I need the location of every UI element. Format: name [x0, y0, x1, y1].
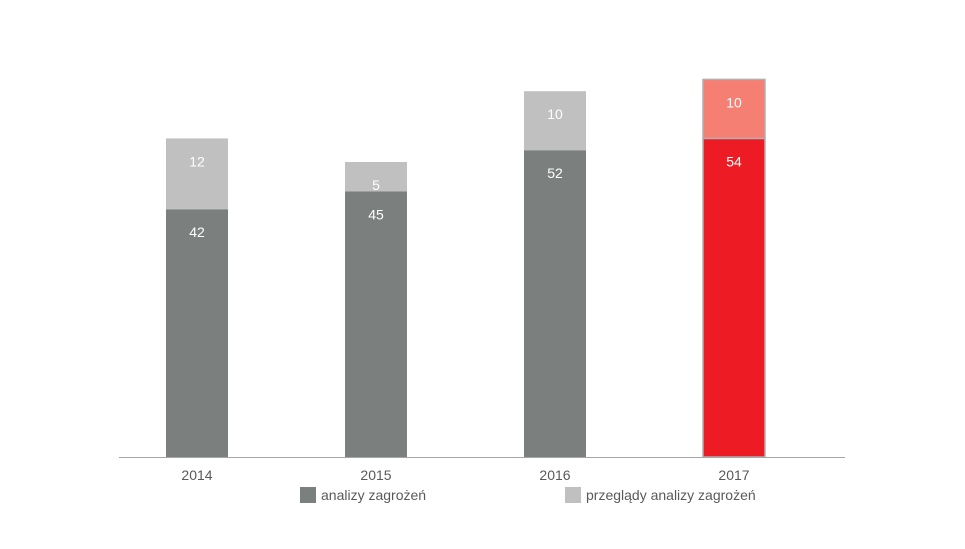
- legend-swatch-analizy: [300, 487, 316, 503]
- legend-label-analizy: analizy zagrożeń: [321, 487, 427, 503]
- data-label-2015-series-0: 45: [368, 207, 384, 223]
- legend: analizy zagrożeń przeglądy analizy zagro…: [0, 487, 965, 507]
- data-label-2016-series-1: 10: [547, 106, 563, 122]
- bar-segment-2014-series-0: [166, 209, 228, 457]
- legend-label-przeglady: przeglądy analizy zagrożeń: [586, 487, 756, 503]
- x-tick-label-2014: 2014: [181, 467, 212, 483]
- bar-segment-2016-series-0: [524, 150, 586, 457]
- bar-segment-2014-series-1: [166, 138, 228, 210]
- bar-segment-2015-series-1: [345, 162, 407, 192]
- bar-segment-2015-series-0: [345, 191, 407, 457]
- data-label-2016-series-0: 52: [547, 165, 563, 181]
- bars-group: 42 12 45 5 52 10 54 10: [166, 78, 766, 458]
- x-tick-labels: 2014 2015 2016 2017: [181, 467, 749, 483]
- bar-segment-2017-series-1: [702, 78, 766, 140]
- x-tick-label-2015: 2015: [360, 467, 391, 483]
- data-label-2014-series-1: 12: [189, 153, 205, 169]
- data-label-2017-series-0: 54: [726, 153, 742, 169]
- bar-segment-2017-series-0: [702, 137, 766, 458]
- legend-item-analizy: analizy zagrożeń: [300, 487, 426, 503]
- data-label-2014-series-0: 42: [189, 224, 205, 240]
- legend-item-przeglady: przeglądy analizy zagrożeń: [565, 487, 756, 503]
- data-label-2015-series-1: 5: [372, 177, 380, 193]
- bar-segment-2016-series-1: [524, 91, 586, 151]
- legend-swatch-przeglady: [565, 487, 581, 503]
- data-label-2017-series-1: 10: [726, 94, 742, 110]
- x-tick-label-2017: 2017: [718, 467, 749, 483]
- x-tick-label-2016: 2016: [539, 467, 570, 483]
